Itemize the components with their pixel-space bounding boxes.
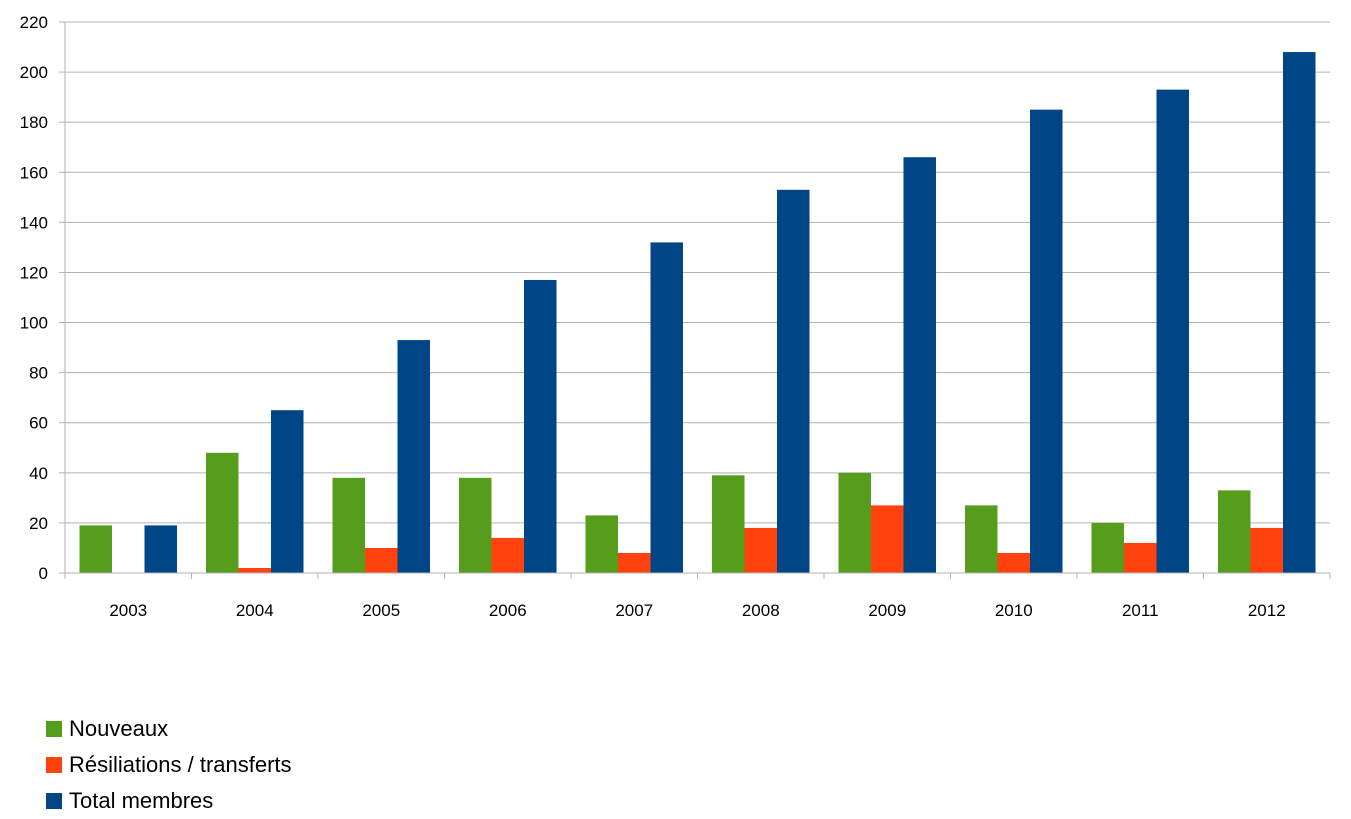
bar-r-siliations-transferts-2011 xyxy=(1124,542,1157,573)
bar-r-siliations-transferts-2007 xyxy=(618,552,651,573)
y-tick-label: 60 xyxy=(29,414,48,433)
y-tick-label: 140 xyxy=(20,213,48,232)
bar-total-membres-2011 xyxy=(1156,89,1189,573)
legend-label: Total membres xyxy=(69,788,214,813)
x-tick-label: 2010 xyxy=(995,601,1033,620)
bar-nouveaux-2010 xyxy=(965,505,998,573)
y-tick-label: 200 xyxy=(20,63,48,82)
legend-item: Total membres xyxy=(46,783,292,819)
bar-nouveaux-2005 xyxy=(332,477,365,573)
x-tick-labels: 2003 2004 2005 2006 2007 2008 2009 2010 2011 2012 xyxy=(109,601,1285,620)
bar-r-siliations-transferts-2005 xyxy=(365,547,398,573)
x-tick-label: 2007 xyxy=(615,601,653,620)
axes xyxy=(59,21,1331,579)
x-tick-label: 2012 xyxy=(1248,601,1286,620)
y-tick-label: 160 xyxy=(20,163,48,182)
bar-r-siliations-transferts-2004 xyxy=(238,567,271,573)
bar-total-membres-2012 xyxy=(1283,52,1316,573)
bar-total-membres-2010 xyxy=(1030,109,1063,573)
bar-r-siliations-transferts-2008 xyxy=(744,527,777,573)
y-tick-label: 80 xyxy=(29,364,48,383)
bar-nouveaux-2008 xyxy=(712,475,745,573)
y-tick-label: 120 xyxy=(20,263,48,282)
legend-item: Résiliations / transferts xyxy=(46,747,292,783)
y-tick-label: 40 xyxy=(29,464,48,483)
bar-nouveaux-2012 xyxy=(1218,490,1251,573)
bar-total-membres-2005 xyxy=(397,340,430,573)
bar-nouveaux-2011 xyxy=(1091,522,1124,573)
bar-r-siliations-transferts-2006 xyxy=(491,537,524,573)
bar-r-siliations-transferts-2012 xyxy=(1250,527,1283,573)
y-tick-labels: 0 20 40 60 80 100 120 140 160 180 200 220 xyxy=(20,13,48,583)
bar-r-siliations-transferts-2010 xyxy=(997,552,1030,573)
x-tick-label: 2011 xyxy=(1122,601,1159,620)
bar-total-membres-2007 xyxy=(650,242,683,573)
x-tick-label: 2005 xyxy=(362,601,400,620)
bar-total-membres-2003 xyxy=(144,525,177,573)
bar-r-siliations-transferts-2009 xyxy=(871,505,904,573)
grid-lines xyxy=(65,21,1330,574)
legend-label: Nouveaux xyxy=(69,716,169,741)
y-tick-label: 100 xyxy=(20,314,48,333)
y-tick-label: 220 xyxy=(20,13,48,32)
x-tick-label: 2004 xyxy=(236,601,274,620)
bar-total-membres-2009 xyxy=(903,157,936,573)
bar-total-membres-2006 xyxy=(524,279,557,573)
bar-total-membres-2004 xyxy=(271,410,304,573)
legend-label: Résiliations / transferts xyxy=(69,752,292,777)
legend-swatch xyxy=(46,757,62,773)
legend-swatch xyxy=(46,721,62,737)
bar-total-membres-2008 xyxy=(777,189,810,573)
legend-swatch xyxy=(46,793,62,809)
bar-nouveaux-2007 xyxy=(585,515,618,573)
legend-item: Nouveaux xyxy=(46,711,292,747)
x-tick-label: 2008 xyxy=(742,601,780,620)
bar-nouveaux-2009 xyxy=(838,472,871,573)
bar-nouveaux-2004 xyxy=(206,452,239,573)
y-tick-label: 0 xyxy=(39,564,48,583)
y-tick-label: 20 xyxy=(29,514,48,533)
y-tick-label: 180 xyxy=(20,113,48,132)
legend: Nouveaux Résiliations / transferts Total m… xyxy=(46,711,292,819)
x-tick-label: 2003 xyxy=(109,601,147,620)
bars xyxy=(79,52,1316,573)
bar-nouveaux-2003 xyxy=(79,525,112,573)
x-tick-label: 2009 xyxy=(868,601,906,620)
bar-nouveaux-2006 xyxy=(459,477,492,573)
x-tick-label: 2006 xyxy=(489,601,527,620)
